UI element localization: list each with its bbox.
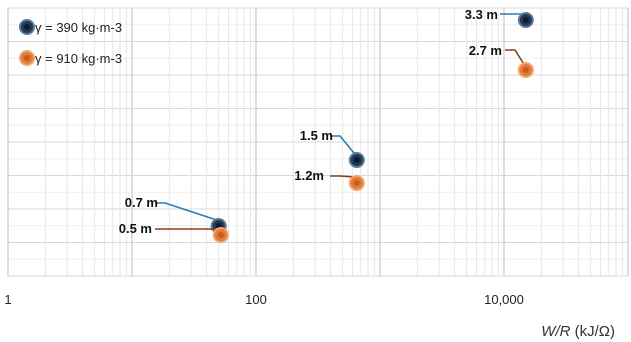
legend-marker-core xyxy=(24,55,30,61)
data-points: 0.7 m 1.5 m 3.3 m 0.5 m 1.2m 2.7 m xyxy=(119,7,534,243)
data-label: 0.7 m xyxy=(125,195,158,210)
data-point-group: 2.7 m xyxy=(469,43,534,78)
data-label: 1.5 m xyxy=(300,128,333,143)
data-label: 0.5 m xyxy=(119,221,152,236)
data-point-core xyxy=(353,180,360,186)
legend-marker-core xyxy=(24,24,30,30)
label-leader-line xyxy=(505,49,525,65)
x-tick-label: 1 xyxy=(4,292,11,307)
x-tick-label: 100 xyxy=(245,292,267,307)
data-point-core xyxy=(522,17,529,23)
x-axis-title-unit: (kJ/Ω) xyxy=(570,323,615,340)
data-label: 1.2m xyxy=(294,168,324,183)
label-leader-line xyxy=(330,135,356,155)
legend-entry: γ = 390 kg·m-3 xyxy=(19,19,122,35)
x-axis-title-italic: W/R xyxy=(541,323,570,340)
data-point-group: 0.7 m xyxy=(125,195,227,234)
x-axis-title: W/R (kJ/Ω) xyxy=(541,323,615,340)
data-point-core xyxy=(217,232,224,238)
legend-label: γ = 910 kg·m-3 xyxy=(35,51,122,66)
x-axis-ticks: 1 100 10,000 xyxy=(4,292,524,307)
grid xyxy=(7,7,629,277)
legend: γ = 390 kg·m-3 γ = 910 kg·m-3 xyxy=(19,19,122,66)
data-point-core xyxy=(353,157,360,163)
label-leader-line xyxy=(330,175,355,178)
legend-entry: γ = 910 kg·m-3 xyxy=(19,50,122,66)
data-point-group: 1.5 m xyxy=(300,128,365,168)
data-point-group: 0.5 m xyxy=(119,221,229,243)
data-point-group: 3.3 m xyxy=(465,7,534,28)
data-label: 2.7 m xyxy=(469,43,502,58)
label-leader-line xyxy=(155,202,217,221)
data-point-group: 1.2m xyxy=(294,168,365,191)
data-point-core xyxy=(522,67,529,73)
x-tick-label: 10,000 xyxy=(484,292,524,307)
data-label: 3.3 m xyxy=(465,7,498,22)
legend-label: γ = 390 kg·m-3 xyxy=(35,20,122,35)
